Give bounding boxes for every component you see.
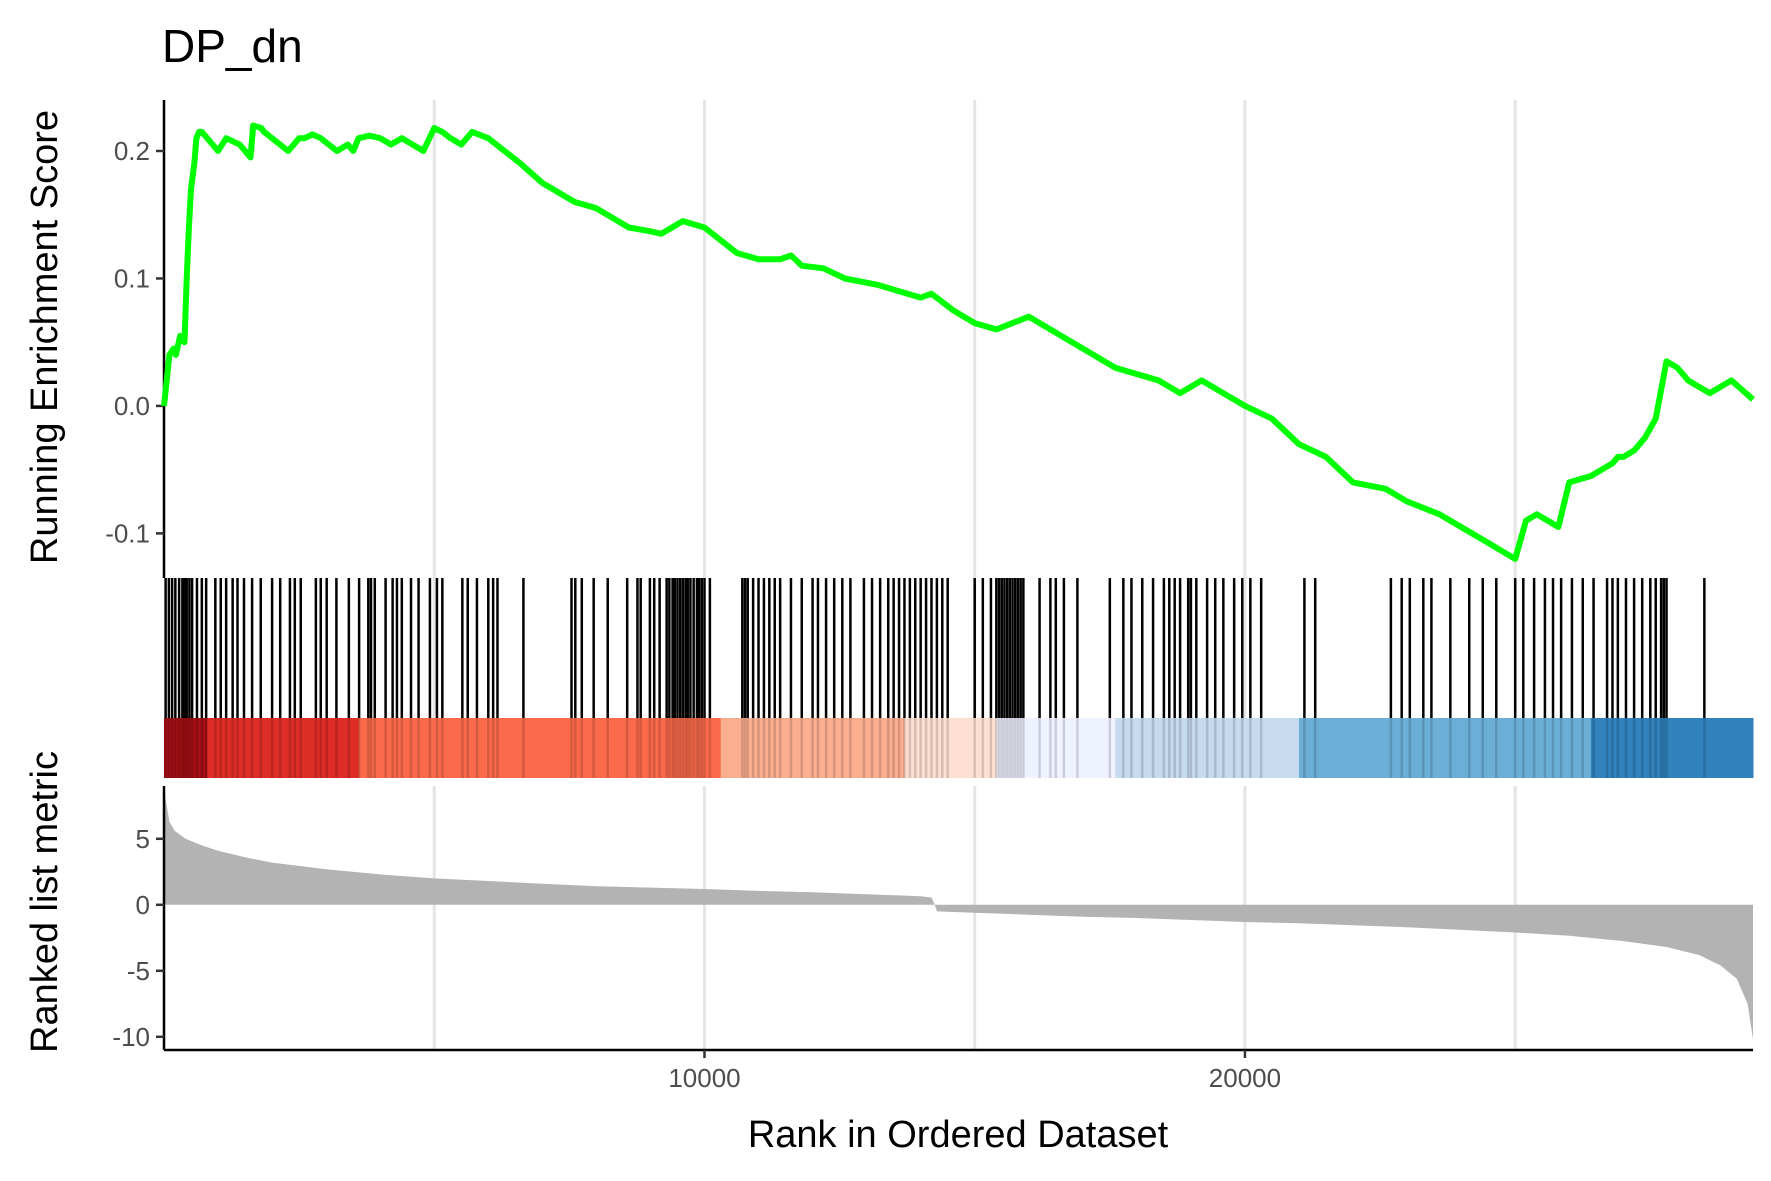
color-band-segment <box>164 718 208 778</box>
metric-y-axis-title: Ranked list metric <box>24 751 66 1053</box>
es-y-tick-label: -0.1 <box>105 518 150 548</box>
hit-ticks <box>164 578 1706 718</box>
band-hit-marks <box>164 718 1706 778</box>
x-axis-title: Rank in Ordered Dataset <box>748 1114 1169 1156</box>
color-band-segment <box>996 718 1116 778</box>
color-band-segment <box>1590 718 1754 778</box>
es-y-axis-title: Running Enrichment Score <box>24 110 66 564</box>
color-band-segment <box>207 718 360 778</box>
metric-panel: -10 -5 0 5 10000 20000 Ranked list metric Ra… <box>24 718 1754 1156</box>
es-y-ticks: -0.1 0.0 0.1 0.2 <box>105 136 164 548</box>
es-y-tick-label: 0.1 <box>114 263 150 293</box>
es-y-tick-label: 0.2 <box>114 136 150 166</box>
es-y-tick-label: 0.0 <box>114 391 150 421</box>
rank-color-band <box>164 718 1754 778</box>
metric-y-tick-label: -10 <box>112 1022 150 1052</box>
x-tick-label: 20000 <box>1209 1063 1281 1093</box>
es-panel: -0.1 0.0 0.1 0.2 Running Enrichment Score <box>24 100 1755 578</box>
color-band-segment <box>1115 718 1300 778</box>
hits-panel <box>164 578 1706 718</box>
color-band-segment <box>358 718 722 778</box>
running-es-line <box>161 122 1755 562</box>
metric-y-tick-label: -5 <box>127 956 150 986</box>
color-band-segment <box>1299 718 1592 778</box>
es-gridlines <box>432 100 1517 578</box>
x-tick-label: 10000 <box>668 1063 740 1093</box>
metric-y-tick-label: 5 <box>136 824 150 854</box>
x-ticks: 10000 20000 <box>668 1050 1281 1093</box>
color-band-segment <box>904 718 997 778</box>
metric-y-tick-label: 0 <box>136 890 150 920</box>
plot-title: DP_dn <box>162 20 303 72</box>
color-band-segment <box>720 718 905 778</box>
metric-y-ticks: -10 -5 0 5 <box>112 824 164 1052</box>
ranked-metric-area <box>164 786 1753 1040</box>
